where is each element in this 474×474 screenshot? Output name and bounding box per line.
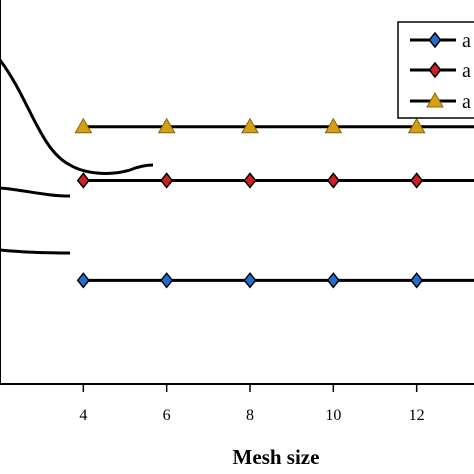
data-point <box>326 172 340 189</box>
data-point <box>407 117 426 134</box>
data-point <box>76 272 90 289</box>
legend-label: a <box>462 91 471 113</box>
data-point <box>326 272 340 289</box>
legend-label: a <box>462 60 471 82</box>
legend: aaa <box>397 21 474 119</box>
x-tick-label: 6 <box>163 407 171 424</box>
x-tick-label: 12 <box>409 407 425 424</box>
data-point <box>160 272 174 289</box>
data-point <box>324 117 343 134</box>
data-point <box>243 172 257 189</box>
data-point <box>426 91 444 108</box>
data-point <box>243 272 257 289</box>
data-point <box>74 117 93 134</box>
axes <box>0 0 474 385</box>
series-layer <box>0 59 474 289</box>
series-2 <box>0 172 474 198</box>
x-ticks: 4 6 8 10 12 <box>79 384 425 424</box>
data-point <box>76 172 90 189</box>
data-point <box>410 272 424 289</box>
series-line-lead <box>0 186 71 198</box>
data-point <box>428 61 442 79</box>
series-3 <box>0 59 474 175</box>
x-tick-label: 4 <box>79 407 87 424</box>
data-point <box>428 31 442 49</box>
series-line-lead <box>0 59 154 175</box>
data-point <box>160 172 174 189</box>
x-tick-label: 8 <box>246 407 254 424</box>
legend-label: a <box>462 30 471 52</box>
x-tick-label: 10 <box>325 407 341 424</box>
series-1 <box>0 248 474 289</box>
series-line-lead <box>0 248 71 255</box>
x-axis-title: Mesh size <box>233 445 320 469</box>
data-point <box>410 172 424 189</box>
data-point <box>241 117 259 134</box>
data-point <box>157 117 176 134</box>
